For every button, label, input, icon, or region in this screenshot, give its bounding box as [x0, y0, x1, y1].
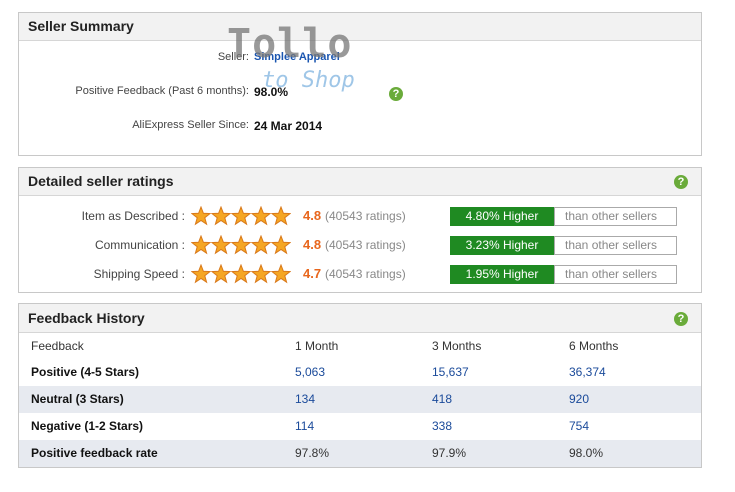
column-header: 3 Months: [432, 339, 482, 353]
column-header: 6 Months: [569, 339, 619, 353]
field-label: AliExpress Seller Since:: [132, 119, 249, 131]
table-row: Negative (1-2 Stars) 114 338 754: [19, 413, 701, 440]
table-cell: 5,063: [295, 365, 326, 379]
star: [210, 235, 232, 255]
star: [250, 264, 272, 284]
panel-header: Seller Summary: [19, 13, 701, 41]
star: [210, 206, 232, 226]
row-label: Neutral (3 Stars): [31, 392, 124, 406]
star: [210, 264, 232, 284]
comparison-badge: 3.23% Higher: [450, 236, 554, 255]
help-icon[interactable]: ?: [674, 175, 688, 189]
feedback-panel: Feedback History ? Feedback 1 Month 3 Mont…: [18, 303, 702, 468]
rating-count: (40543 ratings): [325, 238, 406, 252]
comparison-note: than other sellers: [554, 236, 677, 255]
table-cell: 98.0%: [569, 446, 604, 460]
comparison-note: than other sellers: [554, 207, 677, 226]
rating-score: 4.8: [303, 237, 322, 252]
comparison-note: than other sellers: [554, 265, 677, 284]
star: [270, 264, 291, 284]
seller-summary-panel: Seller Summary Seller: Simplee Apparel Pos…: [18, 12, 702, 156]
watermark-subtitle: to Shop: [262, 68, 355, 93]
panel-title: Feedback History: [28, 310, 145, 326]
star: [230, 264, 252, 284]
star: [270, 206, 291, 226]
row-label: Negative (1-2 Stars): [31, 419, 144, 433]
comparison-badge: 4.80% Higher: [450, 207, 554, 226]
star: [270, 235, 291, 255]
panel-header: Feedback History ?: [19, 304, 701, 333]
table-row: Neutral (3 Stars) 134 418 920: [19, 386, 701, 413]
field-value: 98.0%: [254, 85, 289, 99]
star: [230, 206, 252, 226]
panel-title: Seller Summary: [28, 18, 134, 34]
watermark-title: Tollo: [227, 21, 353, 67]
ratings-panel: Detailed seller ratings ? Item as Descri…: [18, 167, 702, 293]
table-header-row: Feedback 1 Month 3 Months 6 Months: [19, 333, 701, 360]
row-label: Positive (4-5 Stars): [31, 365, 140, 379]
table-cell: 418: [432, 392, 453, 406]
star-icons: [191, 206, 291, 226]
help-icon[interactable]: ?: [389, 87, 403, 101]
column-header: 1 Month: [295, 339, 339, 353]
table-cell: 754: [569, 419, 590, 433]
table-cell: 920: [569, 392, 590, 406]
help-icon[interactable]: ?: [674, 312, 688, 326]
rating-label: Shipping Speed :: [93, 267, 185, 281]
table-row: Positive (4-5 Stars) 5,063 15,637 36,374: [19, 359, 701, 386]
star-icons: [191, 264, 291, 284]
table-cell: 97.9%: [432, 446, 467, 460]
table-cell: 36,374: [569, 365, 606, 379]
seller-link[interactable]: Simplee Apparel: [254, 51, 340, 63]
table-row: Positive feedback rate 97.8% 97.9% 98.0%: [19, 440, 701, 467]
star: [250, 206, 272, 226]
star: [191, 264, 212, 284]
table-cell: 134: [295, 392, 316, 406]
star: [230, 235, 252, 255]
star: [191, 206, 212, 226]
rating-label: Communication :: [94, 238, 185, 252]
row-label: Positive feedback rate: [31, 446, 158, 460]
rating-count: (40543 ratings): [325, 209, 406, 223]
table-cell: 15,637: [432, 365, 469, 379]
field-label: Seller:: [217, 51, 249, 63]
rating-score: 4.7: [303, 266, 322, 281]
column-header: Feedback: [31, 339, 84, 353]
rating-count: (40543 ratings): [325, 267, 406, 281]
star: [250, 235, 272, 255]
field-value: 24 Mar 2014: [254, 119, 323, 133]
comparison-badge: 1.95% Higher: [450, 265, 554, 284]
star: [191, 235, 212, 255]
panel-title: Detailed seller ratings: [28, 173, 174, 189]
table-cell: 114: [295, 419, 315, 433]
star-icons: [191, 235, 291, 255]
rating-score: 4.8: [303, 208, 322, 223]
rating-label: Item as Described :: [81, 209, 185, 223]
panel-header: Detailed seller ratings ?: [19, 168, 701, 196]
table-cell: 97.8%: [295, 446, 330, 460]
table-cell: 338: [432, 419, 453, 433]
field-label: Positive Feedback (Past 6 months):: [75, 85, 249, 97]
